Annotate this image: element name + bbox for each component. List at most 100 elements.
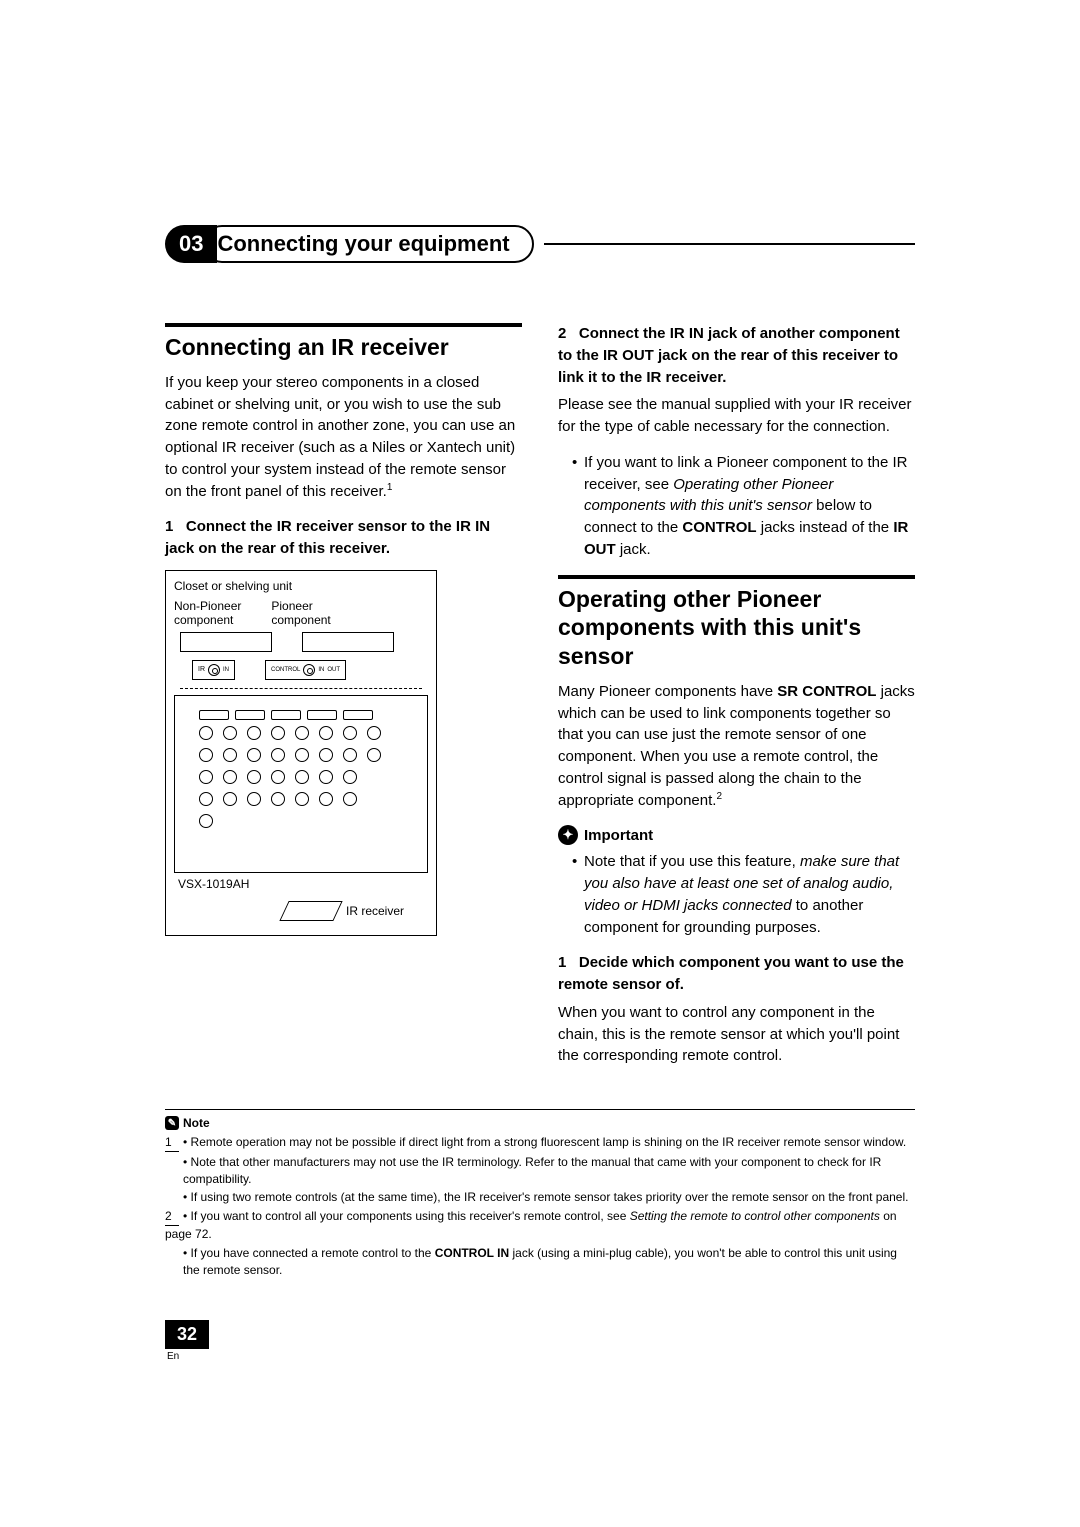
out-label: OUT: [327, 667, 340, 673]
section-heading-sr-control: Operating other Pioneer components with …: [558, 575, 915, 671]
left-column: Connecting an IR receiver If you keep yo…: [165, 323, 522, 1081]
rca-jack: [295, 726, 309, 740]
chapter-title-pill: Connecting your equipment: [203, 225, 533, 263]
rca-jack: [247, 770, 261, 784]
rca-jack: [271, 748, 285, 762]
nonpioneer-l2: component: [174, 613, 233, 627]
chapter-number-badge: 03: [165, 225, 217, 263]
rca-jack: [319, 792, 333, 806]
text: • If you have connected a remote control…: [183, 1246, 435, 1260]
in-label-2: IN: [318, 667, 324, 673]
important-label: Important: [584, 827, 653, 844]
control-label: CONTROL: [271, 667, 300, 673]
step-1r-num: 1: [558, 954, 566, 971]
two-column-layout: Connecting an IR receiver If you keep yo…: [165, 323, 915, 1081]
dotted-cable-line: [180, 688, 422, 689]
step-1-num: 1: [165, 518, 173, 535]
rca-jack: [343, 770, 357, 784]
bold-sr-control: SR CONTROL: [777, 683, 876, 700]
intro-text: If you keep your stereo components in a …: [165, 374, 515, 500]
rca-jack: [223, 770, 237, 784]
receiver-rear-panel: [174, 695, 428, 873]
nonpioneer-device-box: [180, 632, 272, 652]
header-rule: [544, 243, 915, 245]
footnote-1a: 1 • Remote operation may not be possible …: [165, 1134, 915, 1152]
step-2-text: Connect the IR IN jack of another compon…: [558, 325, 900, 386]
hdmi-port: [343, 710, 373, 720]
device-boxes: [174, 632, 428, 652]
text: • If using two remote controls (at the s…: [183, 1190, 908, 1204]
rca-jack: [367, 726, 381, 740]
rca-jack: [247, 726, 261, 740]
pioneer-l1: Pioneer: [271, 599, 312, 613]
footnote-2b: • If you have connected a remote control…: [165, 1245, 915, 1279]
rca-jack: [199, 814, 213, 828]
page-footer: 32 En: [165, 1280, 915, 1362]
rca-jack: [223, 748, 237, 762]
rca-jack: [343, 726, 357, 740]
footnotes: ✎ Note 1 • Remote operation may not be po…: [165, 1109, 915, 1278]
ir-receiver-row: IR receiver: [284, 901, 428, 921]
nonpioneer-l1: Non-Pioneer: [174, 599, 241, 613]
text: jacks which can be used to link componen…: [558, 683, 915, 809]
rca-jack: [271, 770, 285, 784]
step-1r-text: Decide which component you want to use t…: [558, 954, 904, 993]
jack-circle-icon: [208, 664, 220, 676]
hdmi-port: [199, 710, 229, 720]
bullet-item: Note that if you use this feature, make …: [572, 851, 915, 938]
text: jacks instead of the: [757, 519, 894, 536]
text: • Note that other manufacturers may not …: [183, 1155, 881, 1186]
bullet-list-1: If you want to link a Pioneer component …: [558, 452, 915, 561]
page-number-badge: 32: [165, 1320, 209, 1349]
rca-jack: [223, 726, 237, 740]
ir-receiver-label: IR receiver: [346, 904, 404, 918]
bold-control-in: CONTROL IN: [435, 1246, 509, 1260]
text: jack.: [616, 541, 651, 558]
jack-grid: [199, 726, 421, 832]
text: • If you want to control all your compon…: [183, 1209, 630, 1223]
fn-num-2: 2: [165, 1208, 179, 1226]
rca-jack: [199, 792, 213, 806]
rca-jack: [199, 726, 213, 740]
in-label: IN: [223, 667, 229, 673]
rca-jack: [295, 748, 309, 762]
jack-row: IR IN CONTROL IN OUT: [174, 660, 428, 680]
sr-control-paragraph: Many Pioneer components have SR CONTROL …: [558, 681, 915, 812]
pioneer-device-box: [302, 632, 394, 652]
rca-jack: [295, 792, 309, 806]
text: Note that if you use this feature,: [584, 853, 800, 870]
hdmi-port: [235, 710, 265, 720]
step-2-num: 2: [558, 325, 566, 342]
pioneer-label: Pioneer component: [271, 599, 330, 628]
chapter-header: 03 Connecting your equipment: [165, 225, 915, 263]
bullet-item: If you want to link a Pioneer component …: [572, 452, 915, 561]
note-icon: ✎: [165, 1116, 179, 1130]
fn-num-1: 1: [165, 1134, 179, 1152]
text: • Remote operation may not be possible i…: [183, 1135, 906, 1149]
connection-diagram: Closet or shelving unit Non-Pioneer comp…: [165, 570, 437, 936]
hdmi-port: [271, 710, 301, 720]
footnote-1c: • If using two remote controls (at the s…: [165, 1189, 915, 1206]
rca-jack: [223, 792, 237, 806]
footnote-ref-1: 1: [387, 482, 393, 493]
nonpioneer-label: Non-Pioneer component: [174, 599, 241, 628]
hdmi-port: [307, 710, 337, 720]
step-1-text: Connect the IR receiver sensor to the IR…: [165, 518, 490, 557]
ir-in-jack: IR IN: [192, 660, 235, 680]
model-label: VSX-1019AH: [178, 877, 428, 891]
rca-jack: [295, 770, 309, 784]
rca-jack: [343, 792, 357, 806]
footnote-ref-2: 2: [716, 791, 722, 802]
rca-jack: [367, 748, 381, 762]
step-2-body: Please see the manual supplied with your…: [558, 394, 915, 438]
xref-italic: Setting the remote to control other comp…: [630, 1209, 880, 1223]
section-heading-ir-receiver: Connecting an IR receiver: [165, 323, 522, 362]
rca-jack: [199, 770, 213, 784]
important-icon: ✦: [558, 825, 578, 845]
jack-circle-icon: [303, 664, 315, 676]
note-heading: ✎ Note: [165, 1116, 915, 1130]
rca-jack: [247, 748, 261, 762]
chapter-title: Connecting your equipment: [217, 231, 509, 256]
rca-jack: [271, 792, 285, 806]
step-1: 1 Connect the IR receiver sensor to the …: [165, 516, 522, 560]
